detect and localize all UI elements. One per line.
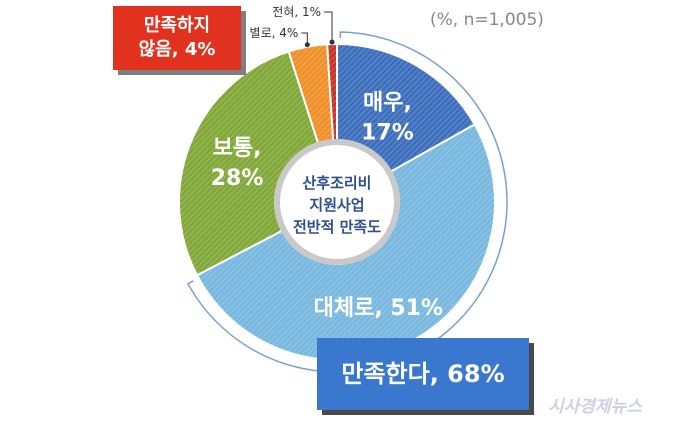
slice-label-5: 전혀, 1% xyxy=(272,5,321,19)
satisfied-callout: 만족한다, 68% xyxy=(317,338,529,410)
center-label-line-3: 전반적 만족도 xyxy=(293,218,381,236)
slice-hatch-5 xyxy=(327,44,337,141)
slice-label-1-line-1: 매우, xyxy=(363,91,412,116)
slice-hatch-1 xyxy=(337,44,475,172)
leader-dot-4 xyxy=(304,42,310,48)
sample-note: (%, n=1,005) xyxy=(430,10,544,30)
slice-label-2-line-1: 대체로, 51% xyxy=(314,296,443,321)
watermark: 시사경제뉴스 xyxy=(548,397,642,417)
center-label-line-2: 지원사업 xyxy=(309,196,364,214)
slice-label-4: 별로, 4% xyxy=(250,26,299,40)
donut-center xyxy=(274,139,400,265)
dissatisfied-callout-line-1: 만족하지 xyxy=(143,15,211,36)
center-label-line-1: 산후조리비 xyxy=(302,174,371,192)
dissatisfied-callout-line-2: 않음, 4% xyxy=(138,39,216,60)
leader-dot-5 xyxy=(329,39,335,45)
slice-hatch-3 xyxy=(179,51,319,276)
satisfied-bracket xyxy=(186,31,508,373)
leader-line-5 xyxy=(324,11,333,43)
dissatisfied-callout: 만족하지 않음, 4% xyxy=(113,6,241,70)
slice-hatch-4 xyxy=(288,44,334,143)
slice-hatch-2 xyxy=(197,124,495,360)
slice-label-3-line-2: 28% xyxy=(211,166,264,191)
slice-label-3-line-1: 보통, xyxy=(213,136,262,161)
leader-line-4 xyxy=(301,32,308,45)
slice-label-1-line-2: 17% xyxy=(361,121,414,146)
